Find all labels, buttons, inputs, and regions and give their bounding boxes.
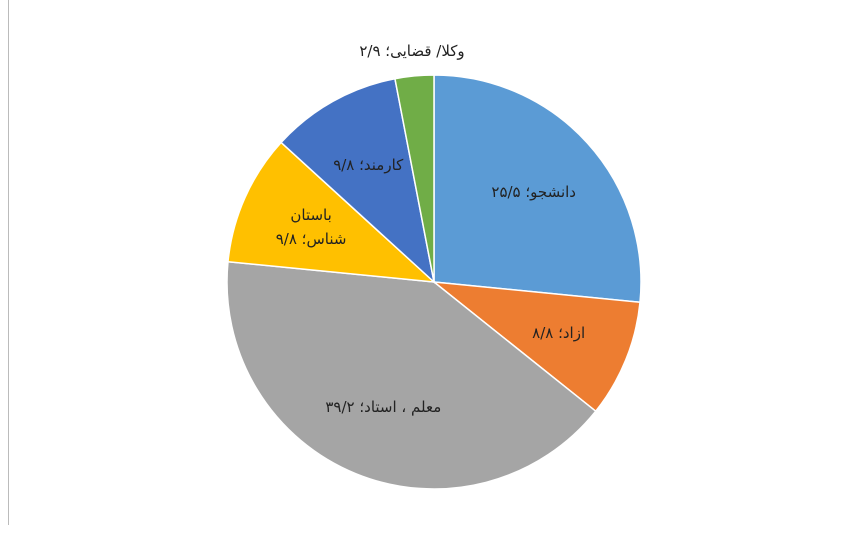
data-label: ازاد؛ ۸/۸: [532, 323, 586, 342]
pie-slice: [433, 74, 642, 304]
data-label: معلم ، استاد؛ ۳۹/۲: [325, 397, 442, 416]
pie-slice: [431, 281, 641, 413]
pie-slice: [280, 77, 436, 285]
data-label: وکلا/ قضایی؛ ۲/۹: [359, 42, 465, 61]
data-label: دانشجو؛ ۲۵/۵: [491, 182, 576, 201]
pie-slice: [394, 74, 435, 283]
pie-slice: [227, 141, 437, 283]
pie-slice: [226, 260, 597, 490]
data-label: کارمند؛ ۹/۸: [333, 155, 404, 174]
data-label: باستان شناس؛ ۹/۸: [275, 206, 347, 249]
